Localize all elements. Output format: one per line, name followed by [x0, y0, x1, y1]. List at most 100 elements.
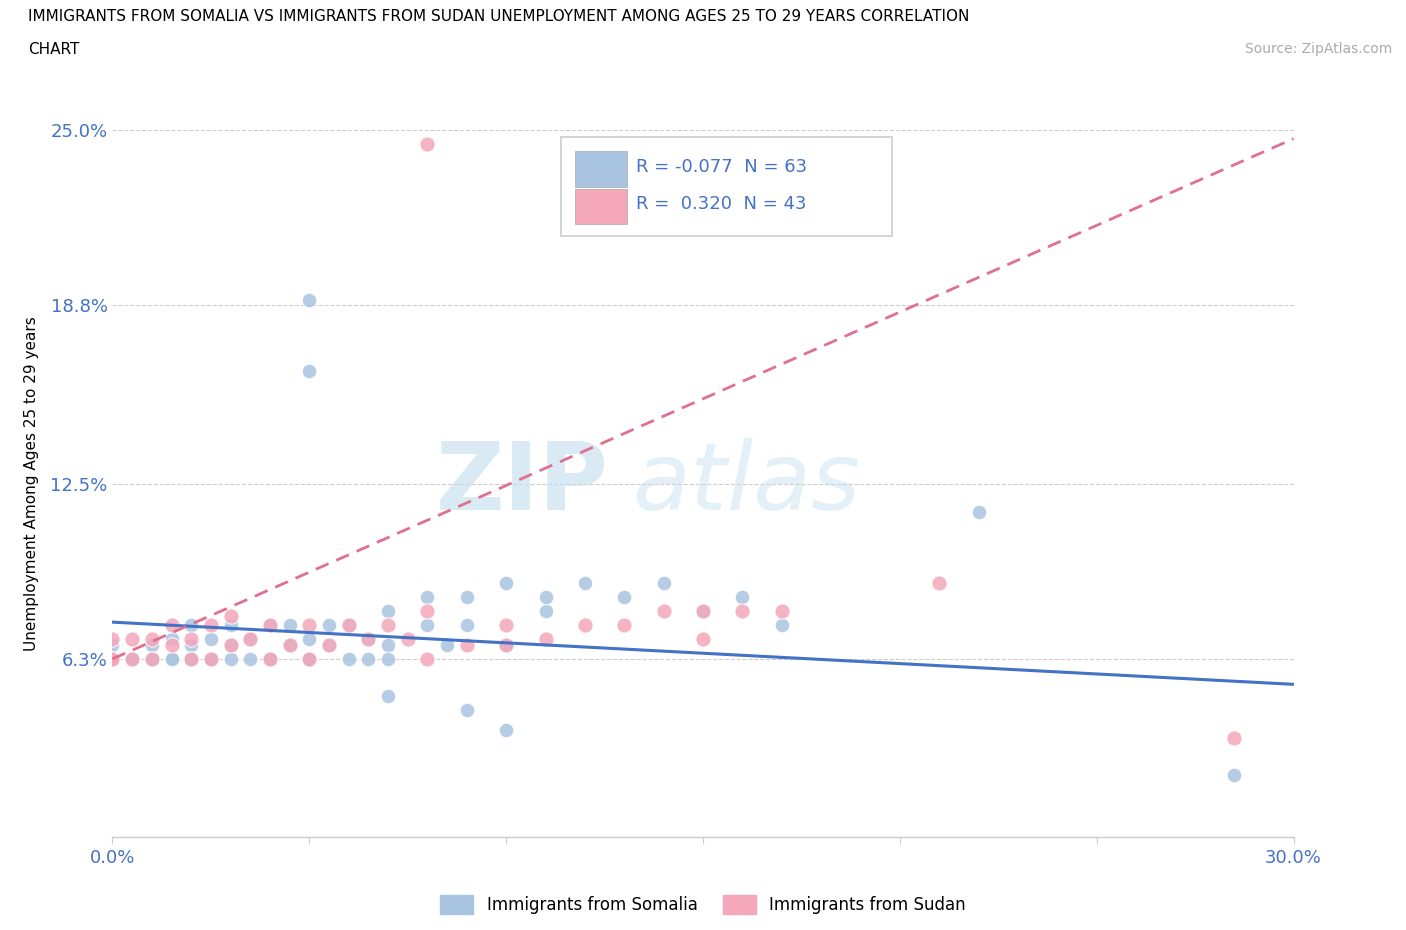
Point — [259, 618, 281, 632]
Point — [692, 604, 714, 618]
Point — [259, 651, 281, 666]
Point — [967, 504, 990, 519]
Text: R =  0.320  N = 43: R = 0.320 N = 43 — [636, 195, 806, 213]
Point — [318, 637, 340, 652]
Point — [200, 631, 222, 646]
Point — [416, 590, 439, 604]
Point — [219, 609, 242, 624]
FancyBboxPatch shape — [575, 189, 627, 224]
Point — [160, 637, 183, 652]
Point — [239, 631, 262, 646]
Point — [1223, 767, 1246, 782]
Point — [318, 618, 340, 632]
Point — [219, 651, 242, 666]
Point — [416, 604, 439, 618]
Point — [259, 651, 281, 666]
Point — [928, 575, 950, 590]
FancyBboxPatch shape — [575, 152, 627, 187]
Point — [101, 651, 124, 666]
Point — [318, 637, 340, 652]
Point — [574, 575, 596, 590]
Point — [357, 631, 380, 646]
Point — [200, 651, 222, 666]
Point — [219, 618, 242, 632]
Point — [101, 651, 124, 666]
Point — [141, 637, 163, 652]
Point — [731, 590, 754, 604]
Point — [495, 722, 517, 737]
Y-axis label: Unemployment Among Ages 25 to 29 years: Unemployment Among Ages 25 to 29 years — [24, 316, 39, 651]
Point — [278, 637, 301, 652]
Point — [731, 604, 754, 618]
Point — [239, 631, 262, 646]
Point — [180, 651, 202, 666]
Point — [495, 637, 517, 652]
Point — [101, 637, 124, 652]
Point — [180, 618, 202, 632]
Point — [141, 631, 163, 646]
Point — [121, 631, 143, 646]
Point — [121, 651, 143, 666]
Point — [574, 618, 596, 632]
Point — [160, 631, 183, 646]
Text: atlas: atlas — [633, 438, 860, 529]
Point — [416, 651, 439, 666]
Point — [377, 618, 399, 632]
Point — [121, 651, 143, 666]
Point — [456, 618, 478, 632]
Point — [456, 590, 478, 604]
Point — [357, 631, 380, 646]
Point — [200, 651, 222, 666]
Point — [219, 637, 242, 652]
Point — [101, 651, 124, 666]
Point — [770, 618, 793, 632]
Point — [377, 637, 399, 652]
Point — [101, 651, 124, 666]
Point — [180, 631, 202, 646]
Text: Source: ZipAtlas.com: Source: ZipAtlas.com — [1244, 42, 1392, 56]
Point — [298, 651, 321, 666]
Point — [219, 637, 242, 652]
Point — [101, 631, 124, 646]
Point — [141, 651, 163, 666]
Text: R = -0.077  N = 63: R = -0.077 N = 63 — [636, 158, 807, 176]
Point — [613, 618, 636, 632]
Point — [141, 651, 163, 666]
Text: IMMIGRANTS FROM SOMALIA VS IMMIGRANTS FROM SUDAN UNEMPLOYMENT AMONG AGES 25 TO 2: IMMIGRANTS FROM SOMALIA VS IMMIGRANTS FR… — [28, 9, 970, 24]
Point — [160, 651, 183, 666]
Point — [337, 618, 360, 632]
Point — [436, 637, 458, 652]
Point — [101, 651, 124, 666]
Point — [298, 631, 321, 646]
Point — [495, 575, 517, 590]
Point — [239, 651, 262, 666]
Point — [298, 618, 321, 632]
Point — [259, 618, 281, 632]
Point — [495, 637, 517, 652]
Point — [180, 637, 202, 652]
Point — [200, 618, 222, 632]
Point — [298, 651, 321, 666]
Point — [416, 137, 439, 152]
Text: CHART: CHART — [28, 42, 80, 57]
Point — [456, 702, 478, 717]
Point — [534, 604, 557, 618]
Point — [180, 651, 202, 666]
Point — [534, 590, 557, 604]
Point — [298, 651, 321, 666]
Legend: Immigrants from Somalia, Immigrants from Sudan: Immigrants from Somalia, Immigrants from… — [433, 888, 973, 921]
Point — [141, 651, 163, 666]
Point — [160, 618, 183, 632]
Point — [377, 604, 399, 618]
Point — [652, 575, 675, 590]
Point — [357, 651, 380, 666]
Point — [298, 292, 321, 307]
Text: ZIP: ZIP — [436, 438, 609, 529]
Point — [259, 651, 281, 666]
Point — [160, 651, 183, 666]
Point — [456, 637, 478, 652]
Point — [200, 651, 222, 666]
Point — [121, 651, 143, 666]
Point — [337, 651, 360, 666]
FancyBboxPatch shape — [561, 138, 891, 236]
